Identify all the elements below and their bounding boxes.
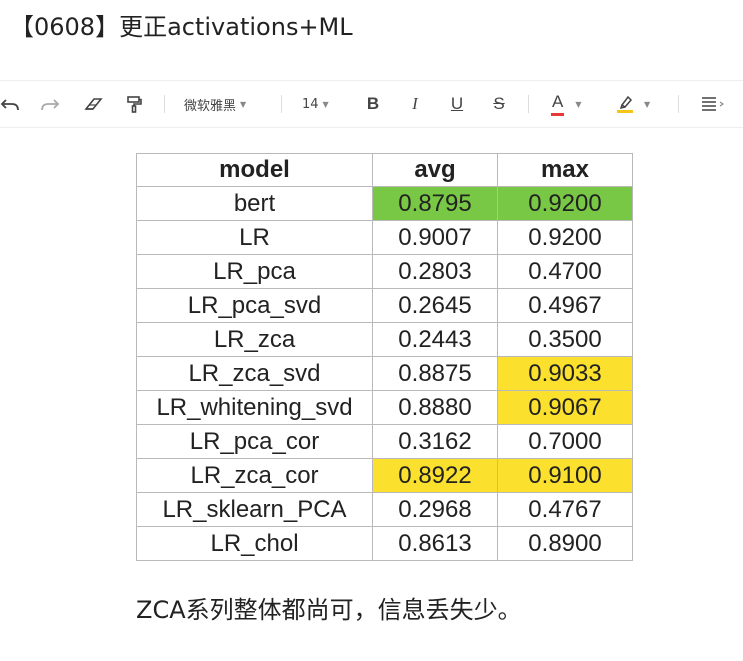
cell-max[interactable]: 0.7000 [497, 424, 633, 459]
cell-max[interactable]: 0.4967 [497, 288, 633, 323]
chevron-down-icon: ▼ [240, 99, 247, 109]
cell-max[interactable]: 0.4767 [497, 492, 633, 527]
cell-model[interactable]: LR_pca_cor [136, 424, 373, 459]
cell-avg[interactable]: 0.8613 [372, 526, 498, 561]
table-row: LR_pca_cor 0.3162 0.7000 [136, 424, 633, 459]
font-size-select[interactable]: 14 ▼ [302, 81, 342, 127]
cell-avg[interactable]: 0.2803 [372, 254, 498, 289]
cell-avg[interactable]: 0.8922 [372, 458, 498, 493]
cell-model[interactable]: LR_zca [136, 322, 373, 357]
cell-avg[interactable]: 0.9007 [372, 220, 498, 255]
cell-avg[interactable]: 0.8875 [372, 356, 498, 391]
cell-max[interactable]: 0.9200 [497, 186, 633, 221]
cell-avg[interactable]: 0.3162 [372, 424, 498, 459]
cell-model[interactable]: LR_chol [136, 526, 373, 561]
table-row: LR 0.9007 0.9200 [136, 220, 633, 255]
format-toolbar: 微软雅黑 ▼ 14 ▼ B I U S A ▼ ▼ [0, 80, 743, 128]
header-avg[interactable]: avg [372, 153, 498, 187]
table-row: LR_zca_cor 0.8922 0.9100 [136, 458, 633, 493]
highlight-color-button[interactable]: ▼ [616, 81, 662, 127]
font-size-label: 14 [302, 96, 319, 112]
table-row: bert 0.8795 0.9200 [136, 186, 633, 221]
font-family-select[interactable]: 微软雅黑 ▼ [184, 81, 264, 127]
toolbar-divider [528, 95, 529, 113]
table-row: LR_pca_svd 0.2645 0.4967 [136, 288, 633, 323]
align-icon [702, 97, 724, 111]
table-row: LR_whitening_svd 0.8880 0.9067 [136, 390, 633, 425]
cell-max[interactable]: 0.9100 [497, 458, 633, 493]
cell-max[interactable]: 0.4700 [497, 254, 633, 289]
toolbar-divider [281, 95, 282, 113]
table-row: LR_zca 0.2443 0.3500 [136, 322, 633, 357]
cell-model[interactable]: LR [136, 220, 373, 255]
cell-model[interactable]: LR_zca_cor [136, 458, 373, 493]
align-button[interactable] [700, 81, 730, 127]
cell-avg[interactable]: 0.2968 [372, 492, 498, 527]
table-header-row: model avg max [136, 153, 633, 187]
results-table: model avg max bert 0.8795 0.9200 LR 0.9007 0.… [136, 153, 633, 561]
highlighter-icon [616, 94, 634, 114]
table-row: LR_pca 0.2803 0.4700 [136, 254, 633, 289]
font-family-label: 微软雅黑 [184, 98, 237, 114]
italic-button[interactable]: I [412, 94, 418, 113]
document-title[interactable]: 【0608】更正activations+ML [10, 13, 353, 41]
cell-avg[interactable]: 0.8880 [372, 390, 498, 425]
cell-model[interactable]: LR_pca_svd [136, 288, 373, 323]
eraser-icon[interactable] [81, 81, 105, 127]
cell-model[interactable]: LR_sklearn_PCA [136, 492, 373, 527]
cell-model[interactable]: LR_zca_svd [136, 356, 373, 391]
cell-model[interactable]: LR_pca [136, 254, 373, 289]
cell-avg[interactable]: 0.2443 [372, 322, 498, 357]
cell-model[interactable]: LR_whitening_svd [136, 390, 373, 425]
chevron-down-icon: ▼ [322, 99, 329, 109]
table-row: LR_chol 0.8613 0.8900 [136, 526, 633, 561]
redo-icon[interactable] [38, 81, 62, 127]
strikethrough-button[interactable]: S [493, 94, 505, 113]
cell-max[interactable]: 0.3500 [497, 322, 633, 357]
cell-model[interactable]: bert [136, 186, 373, 221]
format-painter-icon[interactable] [122, 81, 146, 127]
chevron-down-icon: ▼ [644, 99, 651, 109]
font-color-icon: A [551, 92, 565, 116]
cell-max[interactable]: 0.9200 [497, 220, 633, 255]
note-text[interactable]: ZCA系列整体都尚可，信息丢失少。 [136, 596, 522, 624]
toolbar-divider [164, 95, 165, 113]
header-max[interactable]: max [497, 153, 633, 187]
underline-button[interactable]: U [450, 94, 464, 113]
undo-icon[interactable] [0, 81, 22, 127]
header-model[interactable]: model [136, 153, 373, 187]
cell-max[interactable]: 0.9067 [497, 390, 633, 425]
table-row: LR_sklearn_PCA 0.2968 0.4767 [136, 492, 633, 527]
font-color-button[interactable]: A ▼ [551, 81, 598, 127]
chevron-down-icon: ▼ [575, 99, 582, 109]
cell-avg[interactable]: 0.2645 [372, 288, 498, 323]
cell-avg[interactable]: 0.8795 [372, 186, 498, 221]
cell-max[interactable]: 0.8900 [497, 526, 633, 561]
table-row: LR_zca_svd 0.8875 0.9033 [136, 356, 633, 391]
bold-button[interactable]: B [366, 94, 380, 113]
cell-max[interactable]: 0.9033 [497, 356, 633, 391]
toolbar-divider [678, 95, 679, 113]
